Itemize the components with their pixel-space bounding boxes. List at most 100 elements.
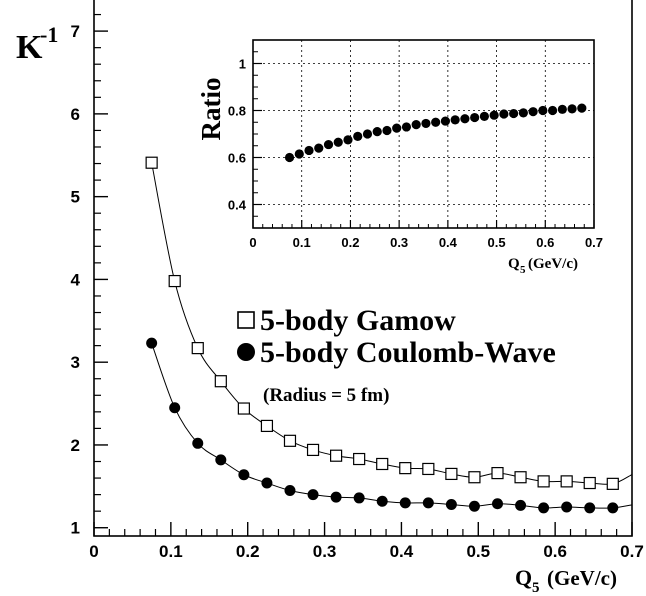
gamow-point bbox=[168, 274, 181, 288]
main-x-tick-label: 0.5 bbox=[466, 542, 490, 561]
ratio-point bbox=[362, 129, 373, 139]
coulomb-wave-point bbox=[538, 502, 550, 514]
coulomb-wave-point bbox=[561, 501, 573, 513]
ratio-point bbox=[499, 109, 509, 119]
inset-axis-ticks: 0 0.1 0.2 0.3 0.4 0.5 0.6 0.7 0.4 0.6 0.8 1 bbox=[228, 51, 603, 250]
gamow-point bbox=[353, 452, 366, 466]
coulomb-wave-curve bbox=[151, 342, 633, 509]
ratio-point bbox=[411, 120, 421, 130]
inset-x-tick-label: 0.6 bbox=[536, 235, 554, 250]
legend-label-coulomb-wave: 5-body Coulomb-Wave bbox=[260, 336, 556, 369]
coulomb-wave-point bbox=[353, 492, 365, 504]
gamow-point bbox=[145, 156, 158, 169]
inset-x-tick-label: 0 bbox=[249, 235, 256, 250]
annotation-radius: (Radius = 5 fm) bbox=[263, 385, 389, 406]
main-y-tick-label: 1 bbox=[71, 519, 80, 538]
coulomb-wave-point bbox=[422, 497, 434, 509]
gamow-point bbox=[537, 475, 550, 488]
main-x-axis-label: Q bbox=[515, 565, 532, 590]
coulomb-wave-point bbox=[584, 502, 596, 514]
coulomb-wave-point bbox=[192, 437, 204, 449]
ratio-point bbox=[323, 139, 334, 150]
ratio-point bbox=[509, 108, 519, 119]
main-x-tick-label: 0 bbox=[89, 542, 98, 561]
ratio-point bbox=[518, 108, 528, 118]
ratio-point bbox=[421, 118, 431, 129]
gamow-point bbox=[237, 402, 250, 415]
coulomb-wave-point bbox=[146, 337, 158, 349]
main-y-tick-label: 7 bbox=[71, 22, 80, 41]
ratio-point bbox=[470, 112, 480, 123]
gamow-point bbox=[191, 342, 204, 355]
main-x-tick-label: 0.7 bbox=[620, 542, 644, 561]
legend-label-gamow: 5-body Gamow bbox=[260, 304, 456, 337]
inset-series-markers bbox=[284, 103, 587, 163]
ratio-point bbox=[538, 105, 548, 116]
inset-x-tick-label: 0.3 bbox=[390, 235, 408, 250]
main-y-tick-label: 3 bbox=[71, 353, 80, 372]
main-series-markers bbox=[145, 156, 619, 514]
inset-grid bbox=[253, 40, 594, 228]
ratio-point bbox=[304, 145, 314, 156]
ratio-point bbox=[567, 104, 577, 114]
ratio-point bbox=[489, 110, 499, 120]
gamow-point bbox=[422, 462, 435, 476]
ratio-point bbox=[557, 104, 567, 114]
gamow-point bbox=[468, 471, 481, 484]
gamow-point bbox=[330, 449, 343, 462]
inset-x-tick-label: 0.7 bbox=[585, 235, 603, 250]
legend-filled-circle-icon bbox=[237, 343, 255, 361]
ratio-point bbox=[450, 115, 460, 125]
ratio-point bbox=[343, 135, 353, 145]
inset-x-axis-label: Q bbox=[508, 256, 520, 272]
inset-background bbox=[253, 40, 594, 228]
ratio-point bbox=[479, 111, 489, 121]
ratio-point bbox=[372, 127, 382, 137]
coulomb-wave-point bbox=[399, 497, 411, 509]
coulomb-wave-point bbox=[607, 502, 619, 514]
ratio-point bbox=[382, 125, 392, 136]
ratio-point bbox=[294, 149, 304, 159]
ratio-point bbox=[547, 105, 558, 116]
main-axis-ticks: 0 0.1 0.2 0.3 0.4 0.5 0.6 0.7 1 2 3 4 5 6 7 bbox=[71, 13, 644, 561]
main-x-tick-label: 0.1 bbox=[159, 542, 183, 561]
ratio-point bbox=[460, 114, 470, 124]
main-y-axis-label-superscript: -1 bbox=[40, 22, 58, 47]
ratio-point bbox=[528, 107, 538, 117]
coulomb-wave-point bbox=[376, 495, 388, 507]
inset-x-axis-unit: (GeV/c) bbox=[528, 256, 578, 272]
gamow-point bbox=[606, 477, 619, 490]
coulomb-wave-point bbox=[169, 402, 181, 414]
gamow-point bbox=[306, 443, 320, 457]
coulomb-wave-point bbox=[445, 499, 457, 511]
main-x-tick-label: 0.2 bbox=[236, 542, 260, 561]
inset-x-tick-label: 0.4 bbox=[439, 235, 458, 250]
ratio-point bbox=[314, 143, 324, 153]
main-x-tick-label: 0.3 bbox=[313, 542, 337, 561]
inset-y-axis-label: Ratio bbox=[196, 78, 226, 141]
coulomb-wave-point bbox=[307, 489, 319, 501]
gamow-point bbox=[399, 462, 412, 475]
main-y-tick-label: 4 bbox=[71, 270, 81, 289]
gamow-point bbox=[491, 466, 504, 480]
ratio-point bbox=[431, 117, 441, 127]
inset-x-tick-label: 0.1 bbox=[293, 235, 311, 250]
main-y-tick-label: 5 bbox=[71, 188, 80, 207]
main-y-tick-label: 2 bbox=[71, 436, 80, 455]
ratio-point bbox=[577, 103, 587, 113]
coulomb-wave-point bbox=[238, 469, 250, 481]
main-x-tick-label: 0.4 bbox=[390, 542, 414, 561]
coulomb-wave-point bbox=[515, 499, 527, 511]
gamow-point bbox=[214, 375, 227, 388]
gamow-point bbox=[583, 476, 596, 490]
gamow-point bbox=[514, 471, 527, 484]
main-y-tick-label: 6 bbox=[71, 105, 80, 124]
inset-y-tick-label: 0.6 bbox=[228, 151, 246, 166]
gamow-point bbox=[560, 475, 573, 488]
ratio-point bbox=[333, 137, 343, 147]
main-y-axis-label: K bbox=[16, 29, 43, 66]
gamow-point bbox=[260, 419, 274, 433]
main-x-tick-label: 0.6 bbox=[543, 542, 567, 561]
gamow-point bbox=[283, 434, 297, 447]
coulomb-wave-point bbox=[261, 477, 273, 489]
